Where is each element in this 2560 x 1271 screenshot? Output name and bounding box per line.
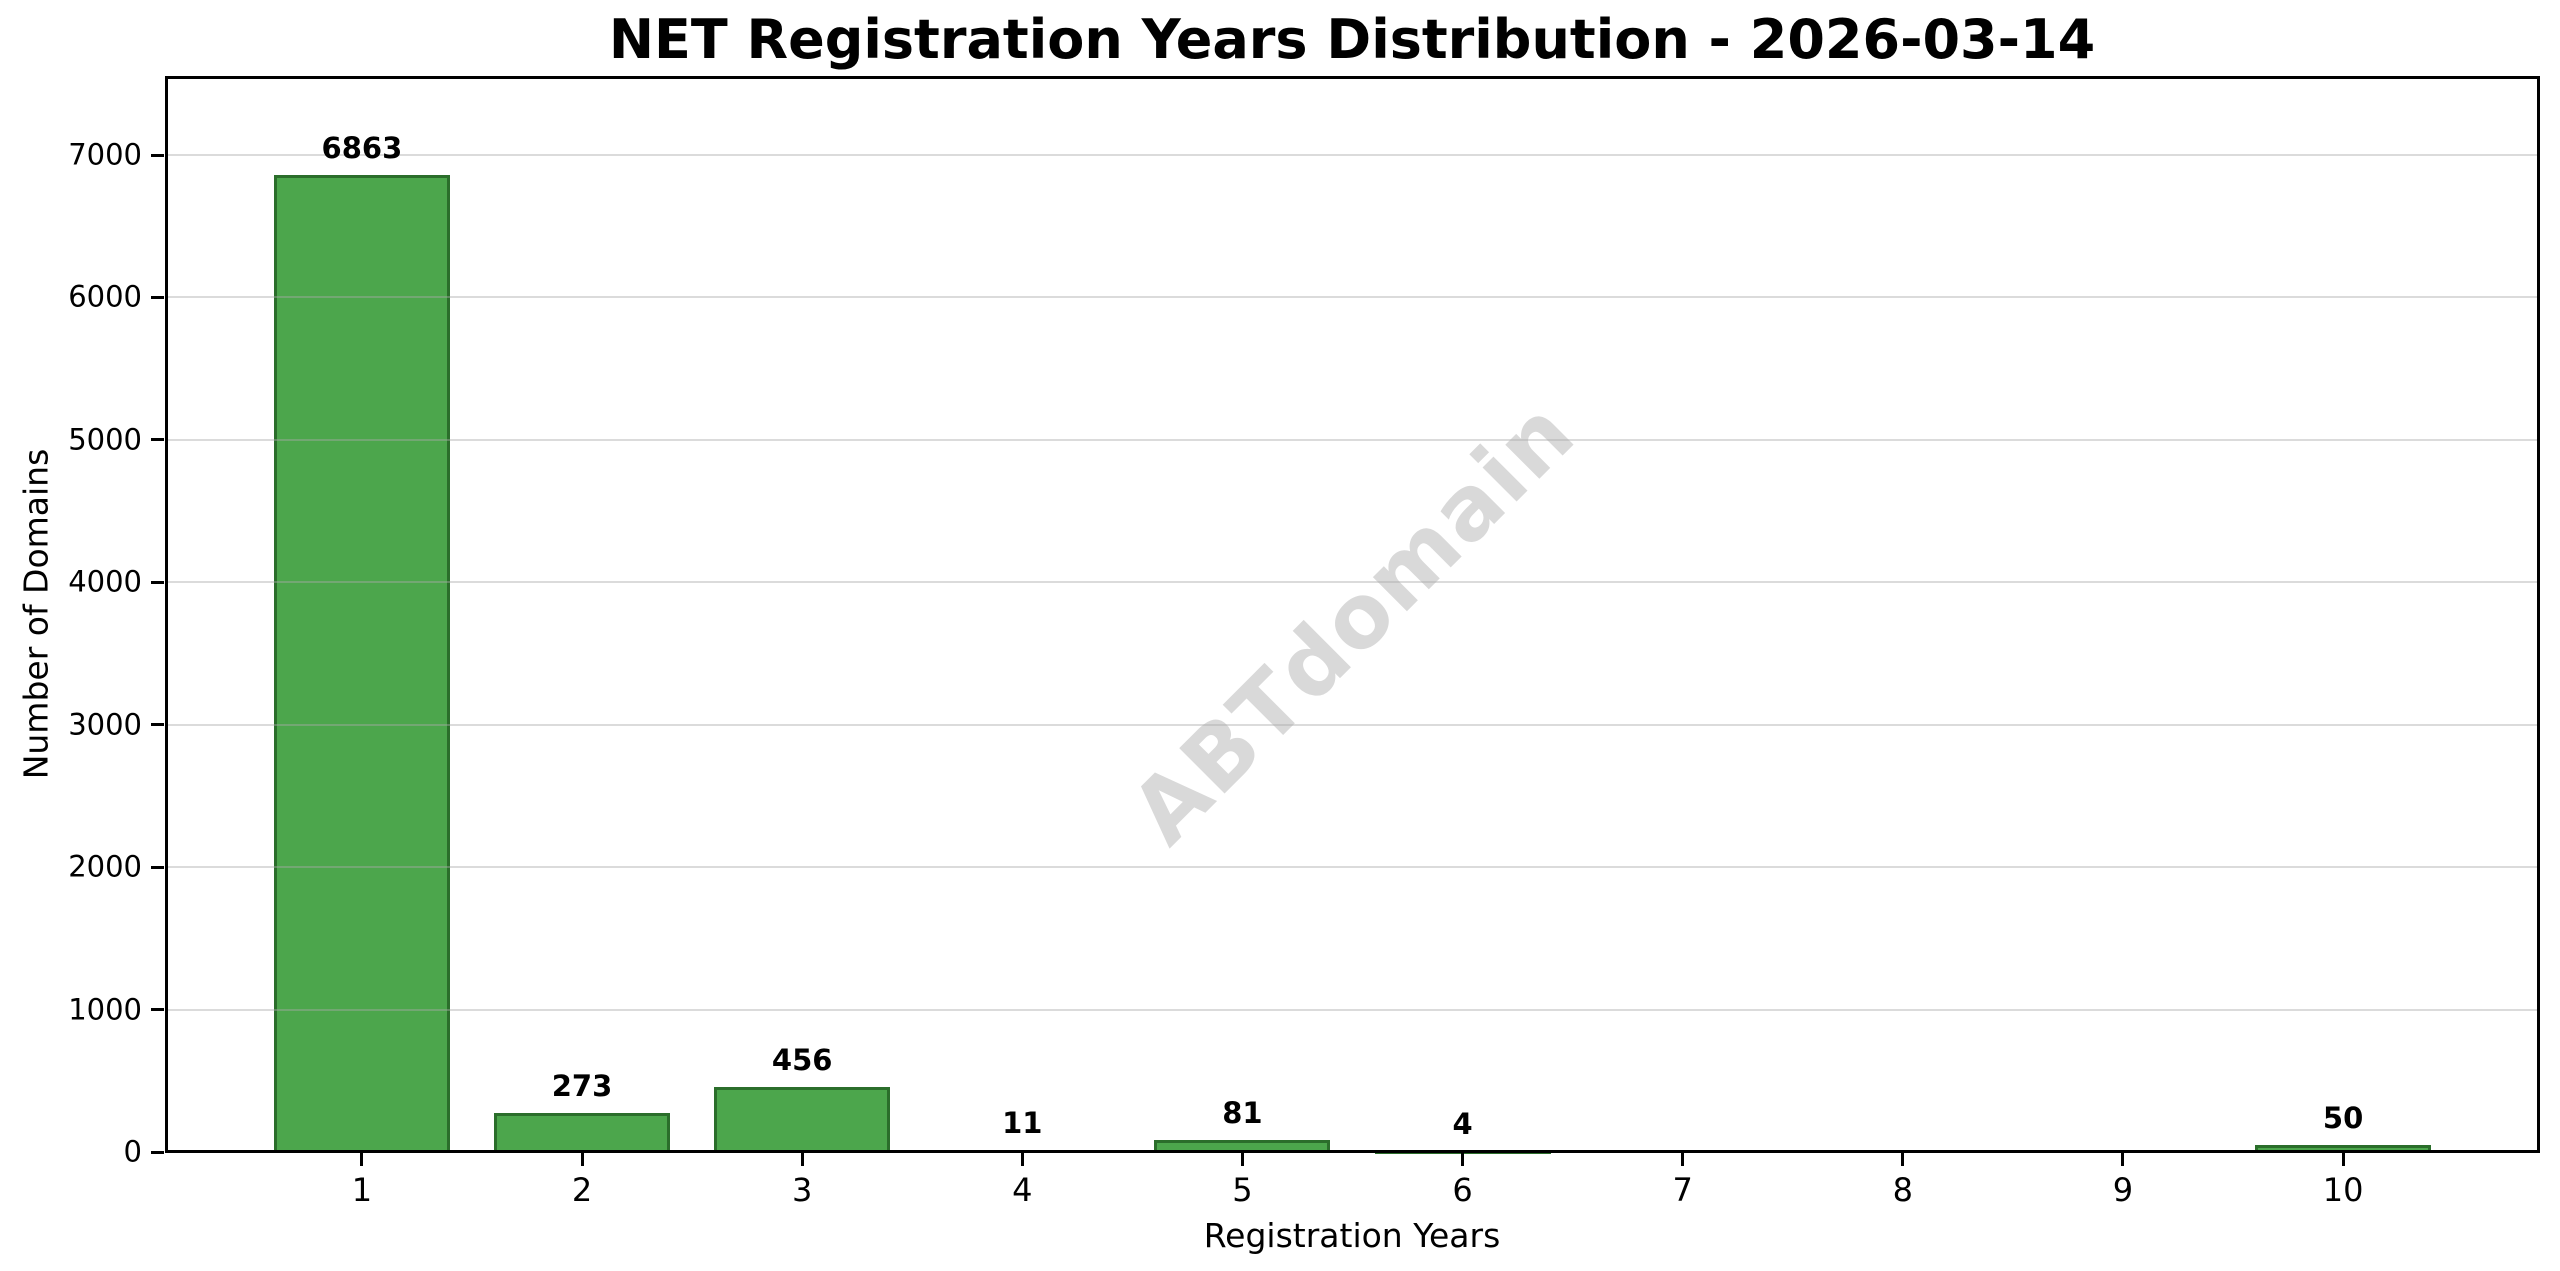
bar [273,175,450,1152]
x-tick-label: 7 [1672,1171,1693,1209]
plot-area: ABTdomain 0 1000 2000 3000 4000 5000 6000 7000 1… [68,76,2540,1207]
y-axis-tick [151,438,164,442]
x-tick-label: 1 [351,1171,373,1209]
x-tick-label: 9 [2112,1171,2134,1209]
bar [714,1087,891,1152]
y-tick-label: 4000 [68,564,142,599]
labels-layer: 0 1000 2000 3000 4000 5000 6000 7000 1 6863 2 273 3 4… [68,77,2539,1207]
y-axis-tick [151,580,164,584]
y-tick-label: 7000 [68,137,142,172]
y-tick-label: 3000 [68,707,142,742]
bar-value-label: 81 [1222,1096,1263,1130]
y-tick-label: 6000 [68,279,142,314]
x-axis-tick [580,1153,584,1166]
bar-value-label: 11 [1002,1106,1043,1140]
x-tick-label: 10 [2322,1171,2364,1209]
x-tick-label: 2 [571,1171,593,1209]
x-axis-label: Registration Years [1203,1216,1501,1255]
bar-value-label: 6863 [321,131,403,165]
bar-value-label: 456 [771,1043,833,1077]
x-axis-tick [360,1153,364,1166]
x-tick-label: 4 [1012,1171,1033,1209]
x-axis-tick [2121,1153,2125,1166]
x-axis-tick [1240,1153,1244,1166]
y-axis-tick [151,723,164,727]
bar [493,1113,671,1152]
y-axis-tick [151,153,164,157]
ticks-layer [151,77,2539,1166]
bar-value-label: 273 [551,1069,613,1103]
y-tick-label: 2000 [68,849,142,884]
x-axis-tick [1681,1153,1685,1166]
x-tick-label: 6 [1452,1171,1473,1209]
y-tick-label: 0 [123,1134,142,1169]
y-axis-tick [151,295,164,299]
bar-value-label: 50 [2322,1101,2364,1135]
x-tick-label: 3 [791,1171,813,1209]
y-tick-label: 5000 [68,422,142,457]
bar-value-label: 4 [1452,1107,1473,1141]
chart-title: NET Registration Years Distribution - 20… [608,8,2096,71]
x-axis-tick [2341,1153,2345,1166]
x-tick-label: 5 [1232,1171,1253,1209]
x-axis-tick [1020,1153,1024,1166]
y-tick-label: 1000 [68,992,142,1027]
bar [2255,1145,2432,1152]
x-axis-tick [1901,1153,1905,1166]
x-axis-tick [800,1153,804,1166]
y-axis-label: Number of Domains [16,448,56,780]
x-tick-label: 8 [1892,1171,1913,1209]
x-axis-tick [1461,1153,1465,1166]
bar [1154,1140,1331,1152]
y-axis-tick [151,865,164,869]
y-axis-tick [151,1150,164,1154]
y-axis-tick [151,1008,164,1012]
